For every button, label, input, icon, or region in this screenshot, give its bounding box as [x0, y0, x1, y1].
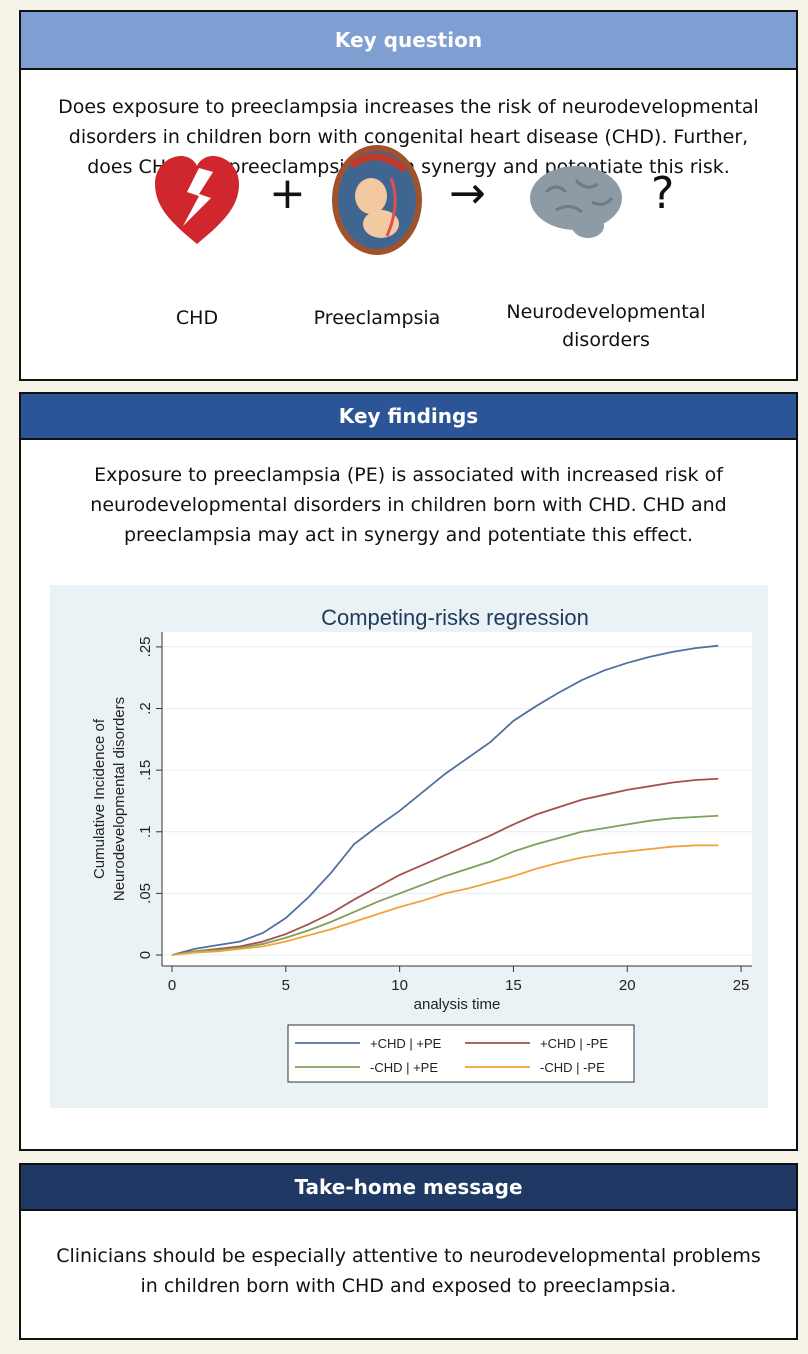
- line: [171, 644, 719, 956]
- y-tick-label: .15: [137, 760, 154, 781]
- y-tick-label: .05: [137, 883, 154, 904]
- fetus-icon: [332, 145, 422, 255]
- key-question-box: Key question Does exposure to preeclamps…: [19, 10, 798, 381]
- y-tick-label: .2: [137, 702, 154, 715]
- section-text: Exposure to preeclampsia (PE) is associa…: [90, 464, 727, 546]
- section-text: Clinicians should be especially attentiv…: [56, 1245, 761, 1297]
- chart-title: Competing-risks regression: [321, 605, 589, 630]
- x-axis-label: analysis time: [414, 996, 501, 1013]
- section-header: Key question: [21, 12, 796, 70]
- section-header: Key findings: [21, 394, 796, 440]
- y-tick-label: .25: [137, 636, 154, 657]
- question-mark: ?: [651, 168, 675, 219]
- key-findings-box: Key findings Exposure to preeclampsia (P…: [19, 392, 798, 1151]
- chart: Competing-risks regression 0 .05 .1 .15 .2 .25…: [50, 585, 768, 1108]
- line: [171, 814, 719, 956]
- section-text: Does exposure to preeclampsia increases …: [58, 96, 759, 178]
- icon-label: Preeclampsia: [313, 307, 441, 329]
- x-tick-label: 25: [733, 977, 750, 994]
- legend-box: [287, 1024, 635, 1083]
- section-header: Take-home message: [21, 1165, 796, 1211]
- y-tick-label: 0: [137, 951, 154, 959]
- legend-label: -CHD | +PE: [370, 1060, 438, 1075]
- plot-area: [162, 632, 752, 966]
- legend-label: -CHD | -PE: [540, 1060, 605, 1075]
- x-tick-label: 5: [282, 977, 290, 994]
- legend-label: +CHD | -PE: [540, 1036, 608, 1051]
- y-tick-label: .1: [137, 826, 154, 839]
- arrow: →: [449, 168, 486, 219]
- y-axis-label: Cumulative Incidence of: [91, 718, 108, 879]
- x-tick-label: 0: [168, 977, 176, 994]
- icon-label: CHD: [175, 307, 219, 329]
- plus-sign: +: [269, 168, 306, 219]
- heart-icon: [155, 156, 239, 244]
- line: [171, 844, 719, 956]
- icon-label: Neurodevelopmental disorders: [506, 301, 706, 351]
- brain-icon: [530, 166, 622, 238]
- x-tick-label: 20: [619, 977, 636, 994]
- y-axis-label: Neurodevelopmental disorders: [111, 697, 128, 901]
- take-home-box: Take-home message Clinicians should be e…: [19, 1163, 798, 1340]
- x-tick-label: 15: [505, 977, 522, 994]
- x-tick-label: 10: [391, 977, 408, 994]
- legend-label: +CHD | +PE: [370, 1036, 442, 1051]
- line: [171, 777, 719, 956]
